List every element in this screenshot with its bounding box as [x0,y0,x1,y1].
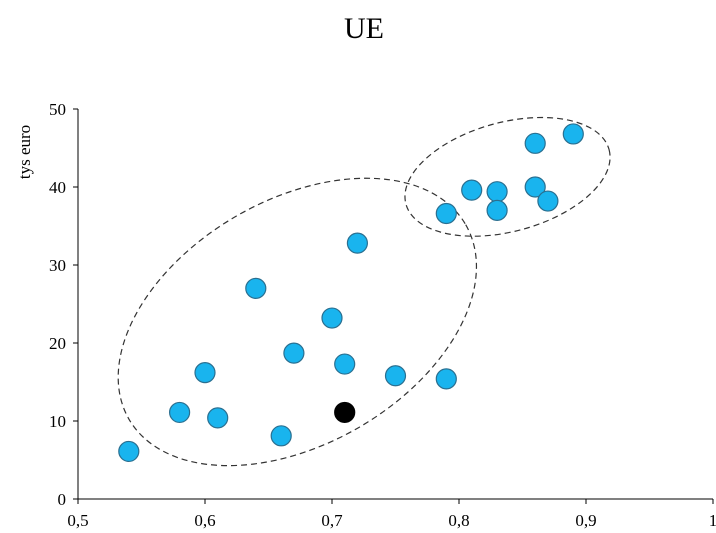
y-tick-label: 20 [49,334,66,353]
data-point [270,425,292,447]
data-point [524,132,546,154]
data-point [524,176,546,198]
highlighted-point [334,401,356,424]
cluster-ellipse [117,177,478,467]
data-points [118,123,584,463]
data-point [486,181,508,203]
data-point [435,368,457,390]
y-axis-label: tys euro [15,125,34,179]
data-point [245,277,267,299]
chart-title: UE [344,12,384,45]
data-point [207,407,229,429]
x-tick-label: 0,5 [67,511,88,530]
data-point [321,307,343,329]
data-point [194,362,216,384]
data-point [283,342,305,364]
y-tick-label: 30 [49,256,66,275]
cluster-ellipses [117,116,611,467]
x-tick-label: 1 [709,511,716,530]
y-tick-label: 50 [49,100,66,119]
data-point [334,353,356,375]
x-tick-label: 0,9 [575,511,596,530]
y-tick-label: 10 [49,412,66,431]
x-tick-label: 0,8 [448,511,469,530]
data-point [537,190,559,212]
data-point [118,440,140,463]
data-point [346,232,368,254]
cluster-ellipse [404,116,611,237]
data-point [169,401,191,424]
data-point [384,365,407,387]
data-point [435,202,457,225]
y-tick-label: 40 [49,178,66,197]
data-point [461,179,483,201]
x-tick-label: 0,6 [194,511,215,530]
data-point [486,199,508,221]
data-point [562,123,584,145]
y-tick-label: 0 [58,490,67,509]
x-tick-label: 0,7 [321,511,343,530]
